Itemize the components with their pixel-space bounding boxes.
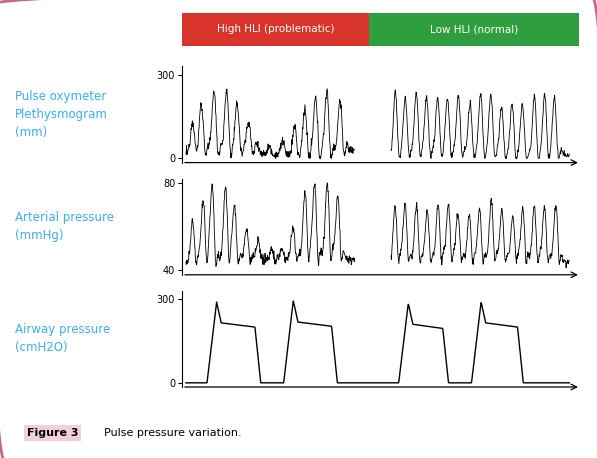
Text: High HLI (problematic): High HLI (problematic) bbox=[217, 24, 334, 34]
Text: Figure 3: Figure 3 bbox=[27, 428, 78, 438]
Text: Pulse oxymeter
Plethysmogram
(mm): Pulse oxymeter Plethysmogram (mm) bbox=[15, 90, 108, 139]
Text: Pulse pressure variation.: Pulse pressure variation. bbox=[104, 428, 242, 438]
Text: Low HLI (normal): Low HLI (normal) bbox=[430, 24, 518, 34]
Text: Arterial pressure
(mmHg): Arterial pressure (mmHg) bbox=[15, 211, 114, 242]
Text: Airway pressure
(cmH2O): Airway pressure (cmH2O) bbox=[15, 323, 110, 354]
FancyBboxPatch shape bbox=[182, 13, 369, 46]
FancyBboxPatch shape bbox=[369, 13, 579, 46]
